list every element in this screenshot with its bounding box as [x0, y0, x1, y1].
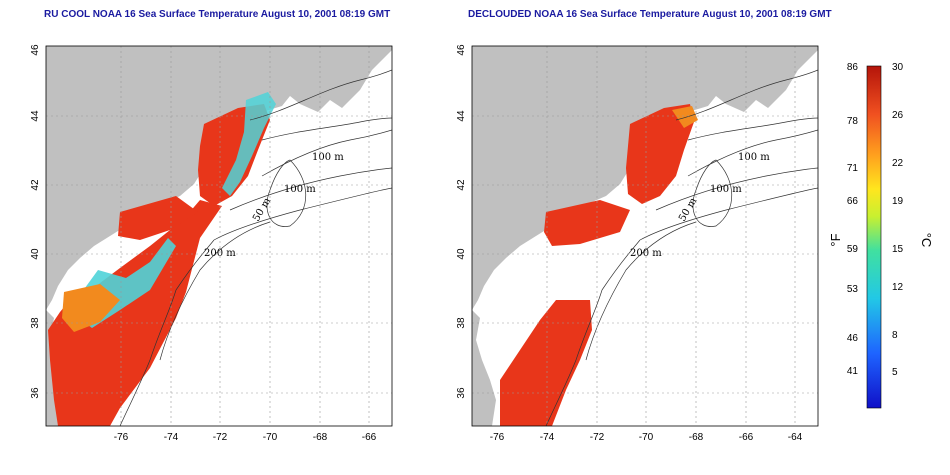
left-lat-tick: 42	[30, 179, 41, 191]
left-lat-tick: 46	[30, 44, 41, 56]
left-lat-tick: 38	[30, 317, 41, 329]
right-land-south	[472, 310, 496, 426]
right-lon-tick: -72	[590, 432, 605, 443]
celsius-tick: 30	[892, 62, 904, 73]
celsius-unit-label: °C	[919, 233, 934, 248]
left-lon-tick: -70	[263, 432, 278, 443]
right-lon-tick: -70	[639, 432, 654, 443]
right-sst-south-swath	[500, 300, 592, 426]
left-lon-tick: -72	[213, 432, 228, 443]
colorbar: 86 78 71 66 59 53 46 41 30 26 22 19 15 1…	[828, 62, 934, 409]
celsius-tick: 8	[892, 330, 898, 341]
right-lat-tick: 36	[456, 387, 467, 399]
left-lon-ticks: -76 -74 -72 -70 -68 -66 -64	[114, 432, 377, 443]
celsius-tick: 12	[892, 282, 904, 293]
right-lat-ticks: 36 38 40 42 44 46	[456, 44, 467, 399]
right-lat-tick: 42	[456, 179, 467, 191]
right-lat-tick: 40	[456, 248, 467, 260]
left-contour-label-200m: 200 m	[204, 248, 236, 259]
left-contour-label-100m-a: 100 m	[312, 152, 344, 163]
celsius-tick: 22	[892, 158, 904, 169]
right-isobaths	[545, 69, 818, 426]
right-land-mass	[472, 46, 818, 310]
left-lon-tick: -66	[362, 432, 377, 443]
fahrenheit-tick: 86	[847, 62, 859, 73]
right-lat-tick: 46	[456, 44, 467, 56]
right-lon-tick: -68	[689, 432, 704, 443]
right-lon-ticks: -76 -74 -72 -70 -68 -66 -64	[490, 432, 803, 443]
fahrenheit-tick: 41	[847, 366, 859, 377]
fahrenheit-tick: 53	[847, 284, 859, 295]
left-lon-tick: -68	[313, 432, 328, 443]
right-contour-label-100m-b: 100 m	[710, 184, 742, 195]
right-lon-tick: -64	[788, 432, 803, 443]
right-map-panel: 100 m 100 m 50 m 200 m -76 -74 -72	[456, 44, 819, 443]
left-sst-red-swath	[48, 200, 222, 426]
left-map-panel: 100 m 100 m 50 m 200 m -76 -74	[30, 44, 393, 443]
fahrenheit-tick: 59	[847, 244, 859, 255]
right-lat-tick: 44	[456, 110, 467, 122]
colorbar-gradient	[866, 65, 882, 409]
left-map-title: RU COOL NOAA 16 Sea Surface Temperature …	[44, 9, 391, 20]
right-lon-tick: -76	[490, 432, 505, 443]
right-grid	[472, 46, 818, 426]
right-contour-label-100m-a: 100 m	[738, 152, 770, 163]
left-lon-tick: -74	[164, 432, 179, 443]
right-lon-tick: -74	[540, 432, 555, 443]
left-lat-tick: 36	[30, 387, 41, 399]
right-sst-gulf-maine	[626, 104, 694, 204]
right-sst-mid-patch	[544, 200, 630, 246]
fahrenheit-tick: 71	[847, 163, 859, 174]
left-sst-ne-channel	[118, 196, 198, 240]
left-lat-ticks: 36 38 40 42 44 46	[30, 44, 41, 399]
left-lat-tick: 44	[30, 110, 41, 122]
celsius-ticks: 30 26 22 19 15 12 8 5	[892, 62, 904, 378]
celsius-tick: 19	[892, 196, 904, 207]
right-lat-tick: 38	[456, 317, 467, 329]
left-contour-label-100m-b: 100 m	[284, 184, 316, 195]
fahrenheit-tick: 46	[847, 333, 859, 344]
celsius-tick: 5	[892, 367, 898, 378]
left-isobaths	[119, 69, 392, 426]
fahrenheit-tick: 78	[847, 116, 859, 127]
celsius-tick: 15	[892, 244, 904, 255]
fahrenheit-ticks: 86 78 71 66 59 53 46 41	[847, 62, 859, 377]
right-map-title: DECLOUDED NOAA 16 Sea Surface Temperatur…	[468, 9, 832, 20]
left-land-mass	[46, 46, 392, 310]
fahrenheit-unit-label: °F	[828, 233, 843, 246]
right-contour-label-200m: 200 m	[630, 248, 662, 259]
right-lon-tick: -66	[739, 432, 754, 443]
fahrenheit-tick: 66	[847, 196, 859, 207]
left-sst-orange-patch	[62, 284, 120, 332]
right-sst-orange-spot	[672, 106, 698, 128]
left-lat-tick: 40	[30, 248, 41, 260]
left-grid	[46, 46, 392, 426]
left-lon-tick: -76	[114, 432, 129, 443]
left-sst-gulf-maine-cyan	[222, 92, 276, 196]
celsius-tick: 26	[892, 110, 904, 121]
